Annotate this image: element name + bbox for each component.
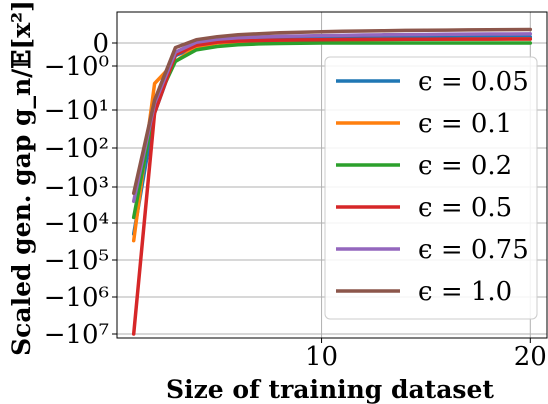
y-tick-label: −10⁵ [44, 246, 109, 276]
legend-label: ϵ = 0.1 [418, 109, 512, 139]
series-line [131, 27, 533, 196]
legend: ϵ = 0.05 ϵ = 0.1 ϵ = 0.2 ϵ = 0.5 ϵ = 0.75 ϵ =… [324, 56, 538, 320]
legend-label: ϵ = 0.75 [418, 235, 529, 265]
series-lines [131, 27, 533, 336]
x-tick-label: 10 [305, 342, 338, 372]
legend-label: ϵ = 0.2 [418, 151, 512, 181]
y-tick-label: −10⁷ [44, 320, 109, 350]
y-tick-label: −10⁶ [44, 283, 109, 313]
series-line [131, 41, 533, 220]
legend-label: ϵ = 1.0 [418, 277, 512, 307]
y-tick-label: −10² [44, 134, 109, 164]
y-tick-label: −10⁴ [44, 209, 109, 239]
y-tick-label: −10³ [44, 173, 109, 203]
y-axis-label: Scaled gen. gap g_n/𝔼[x²] [7, 0, 36, 356]
y-tick-label: −10¹ [44, 96, 109, 126]
x-tick-label: 20 [514, 342, 547, 372]
series-line [131, 37, 533, 336]
x-axis-label: Size of training dataset [166, 375, 494, 404]
y-tick-label: −10⁰ [44, 52, 109, 82]
legend-label: ϵ = 0.5 [418, 193, 512, 223]
ticks: 0−10⁰ −10¹ −10² −10³ −10⁴ −10⁵ −10⁶ −10⁷ 10 20 [44, 29, 547, 372]
plot-frame [116, 11, 548, 339]
series-line [131, 32, 533, 204]
legend-label: ϵ = 0.05 [418, 67, 529, 97]
y-tick-label: 0 [92, 29, 109, 59]
